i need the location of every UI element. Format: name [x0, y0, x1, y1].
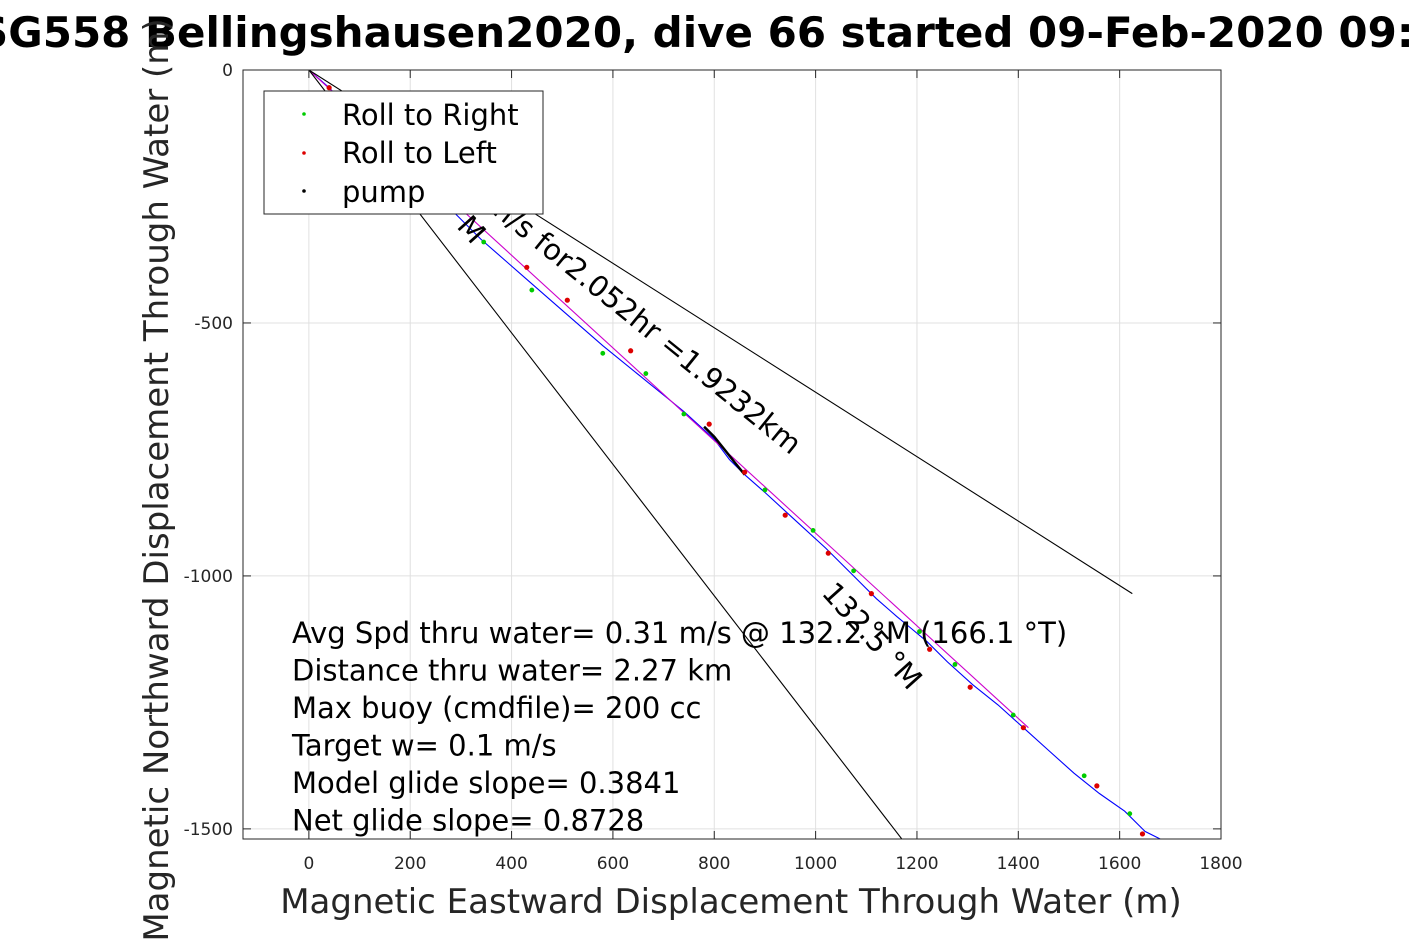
legend-label-pump: pump [342, 175, 425, 209]
legend-marker-roll-left [302, 151, 306, 155]
y-tick-label: -1000 [184, 567, 233, 587]
roll-left-point [1094, 783, 1100, 789]
roll-right-point [952, 662, 958, 667]
y-tick-label: 0 [222, 61, 233, 81]
legend-marker-roll-right [302, 112, 306, 116]
x-tick-label: 1600 [1098, 854, 1141, 874]
roll-right-point [600, 350, 606, 356]
y-axis-title: Magnetic Northward Displacement Through … [137, 18, 177, 941]
roll-right-point [762, 487, 768, 493]
roll-right-point [1081, 773, 1087, 779]
x-tick-label: 400 [495, 854, 527, 874]
roll-left-point [326, 85, 332, 91]
roll-right-point [1010, 712, 1016, 718]
x-tick-label: 1800 [1199, 854, 1242, 874]
info-line: Avg Spd thru water= 0.31 m/s @ 132.2 °M … [292, 616, 1067, 650]
roll-right-point [643, 371, 649, 376]
roll-left-point [967, 684, 973, 690]
roll-left-point [524, 264, 530, 270]
roll-left-point [706, 421, 712, 427]
roll-right-point [851, 568, 857, 574]
roll-left-point [825, 550, 831, 556]
info-line: Max buoy (cmdfile)= 200 cc [292, 691, 701, 725]
series-pump [703, 425, 746, 476]
roll-right-point [917, 629, 922, 634]
legend-marker-pump [302, 189, 306, 193]
info-line: Target w= 0.1 m/s [291, 729, 557, 763]
info-line: Distance thru water= 2.27 km [292, 654, 732, 688]
roll-left-point [927, 646, 933, 652]
chart-title: SG558 Bellingshausen2020, dive 66 starte… [0, 8, 1414, 57]
legend: Roll to Right Roll to Left pump [263, 90, 544, 215]
roll-right-point [681, 411, 687, 417]
series-track [308, 70, 1161, 839]
legend-label-roll-left: Roll to Left [342, 136, 497, 170]
roll-right-point [529, 287, 535, 293]
y-tick-label: -500 [194, 314, 233, 334]
info-line: Model glide slope= 0.3841 [292, 766, 680, 800]
roll-left-point [1020, 725, 1026, 731]
roll-left-point [564, 297, 570, 303]
x-tick-label: 200 [394, 854, 426, 874]
x-tick-label: 1200 [895, 854, 938, 874]
legend-box [263, 90, 544, 215]
x-tick-label: 0 [303, 854, 314, 874]
info-line: Net glide slope= 0.8728 [292, 804, 644, 838]
x-axis-title: Magnetic Eastward Displacement Through W… [280, 882, 1182, 922]
roll-left-point [782, 512, 788, 518]
plot-frame [242, 69, 1222, 840]
roll-left-point [742, 469, 748, 475]
roll-right-point [1127, 811, 1133, 817]
x-tick-label: 600 [597, 854, 629, 874]
roll-left-point [868, 591, 874, 597]
roll-right-point [481, 239, 487, 245]
y-tick-label: -1500 [184, 820, 233, 840]
roll-left-point [1139, 831, 1146, 837]
roll-right-point [810, 527, 816, 533]
x-tick-label: 800 [698, 854, 730, 874]
x-tick-label: 1400 [997, 854, 1040, 874]
roll-left-point [628, 348, 634, 354]
legend-label-roll-right: Roll to Right [342, 98, 519, 132]
ticks: 0 200 400 600 800 1000 1200 1400 1600 1800 0 -500 -1… [184, 61, 1243, 874]
x-tick-label: 1000 [794, 854, 837, 874]
